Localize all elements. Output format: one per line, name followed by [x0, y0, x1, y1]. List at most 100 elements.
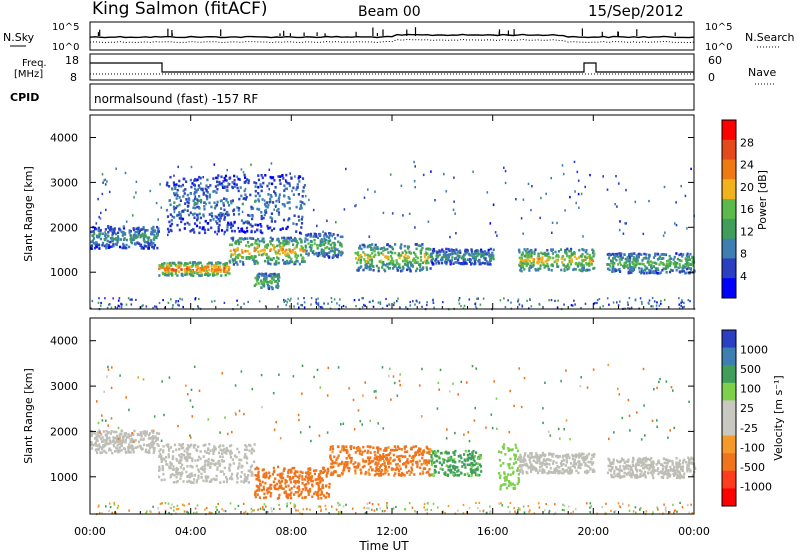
noise-cell — [104, 297, 106, 300]
echo-cell — [208, 452, 211, 455]
echo-cell — [566, 263, 570, 266]
sparse-cell — [132, 214, 134, 217]
echo-cell — [665, 267, 668, 271]
sparse-cell — [143, 228, 145, 231]
echo-cell — [324, 246, 327, 250]
noise-cell — [377, 301, 380, 304]
echo-cell — [629, 472, 633, 476]
echo-cell — [124, 432, 128, 435]
echo-cell — [502, 462, 505, 465]
noise-cell — [680, 304, 682, 307]
echo-cell — [632, 262, 635, 266]
echo-cell — [289, 236, 292, 240]
echo-cell — [332, 465, 335, 469]
echo-cell — [687, 255, 690, 259]
echo-cell — [651, 469, 654, 472]
echo-cell — [547, 470, 551, 473]
noise-cell — [297, 297, 300, 300]
echo-cell — [313, 238, 316, 242]
colorbar-tick-label: 8 — [740, 248, 747, 261]
echo-cell — [304, 237, 307, 240]
echo-cell — [319, 488, 322, 491]
echo-cell — [111, 451, 114, 455]
sparse-cell — [270, 162, 273, 165]
echo-cell — [423, 260, 427, 263]
echo-cell — [606, 263, 609, 266]
echo-cell — [192, 206, 195, 209]
echo-cell — [261, 198, 264, 201]
echo-cell — [198, 470, 201, 473]
echo-cell — [335, 461, 338, 465]
noise-cell — [108, 303, 110, 306]
echo-cell — [678, 253, 681, 257]
echo-cell — [289, 493, 292, 497]
echo-cell — [218, 180, 221, 184]
echo-cell — [90, 447, 93, 450]
echo-cell — [245, 244, 248, 247]
echo-cell — [426, 257, 429, 261]
echo-cell — [250, 464, 254, 467]
echo-cell — [216, 268, 219, 272]
echo-cell — [253, 460, 256, 464]
echo-cell — [618, 472, 621, 476]
echo-cell — [280, 477, 283, 480]
echo-cell — [137, 227, 140, 230]
echo-cell — [266, 491, 269, 495]
echo-cell — [685, 267, 689, 271]
echo-cell — [175, 470, 178, 474]
echo-cell — [266, 224, 269, 228]
echo-cell — [555, 461, 558, 465]
noise-cell — [554, 299, 556, 302]
echo-cell — [247, 473, 250, 477]
echo-cell — [536, 461, 539, 465]
echo-cell — [329, 473, 333, 476]
echo-cell — [256, 223, 259, 227]
echo-cell — [274, 250, 277, 254]
echo-cell — [294, 261, 297, 264]
echo-cell — [466, 472, 469, 476]
nave-label: Nave — [748, 66, 776, 79]
echo-cell — [462, 256, 465, 259]
echo-cell — [659, 255, 662, 259]
echo-cell — [582, 458, 585, 461]
echo-cell — [256, 274, 259, 277]
echo-cell — [301, 201, 304, 204]
echo-cell — [228, 272, 231, 275]
sparse-cell — [355, 204, 357, 207]
echo-cell — [272, 176, 275, 179]
echo-cell — [362, 268, 365, 272]
echo-cell — [222, 263, 225, 266]
echo-cell — [210, 205, 213, 209]
echo-cell — [176, 459, 179, 462]
echo-cell — [250, 205, 253, 209]
echo-cell — [387, 257, 390, 261]
echo-cell — [489, 247, 492, 251]
echo-cell — [498, 476, 502, 480]
echo-cell — [344, 448, 347, 452]
echo-cell — [226, 185, 229, 188]
echo-cell — [237, 189, 240, 193]
echo-cell — [215, 176, 218, 180]
echo-cell — [504, 479, 507, 482]
echo-cell — [502, 483, 505, 486]
echo-cell — [403, 445, 406, 448]
echo-cell — [467, 449, 470, 453]
echo-cell — [379, 458, 382, 462]
echo-cell — [642, 472, 645, 476]
echo-cell — [356, 449, 359, 452]
echo-cell — [586, 263, 589, 266]
echo-cell — [133, 237, 136, 240]
echo-cell — [579, 466, 582, 470]
echo-cell — [103, 450, 106, 453]
echo-cell — [321, 477, 324, 480]
echo-cell — [302, 249, 305, 253]
echo-cell — [402, 473, 405, 476]
echo-cell — [531, 265, 534, 268]
echo-cell — [220, 459, 224, 462]
echo-cell — [375, 264, 378, 268]
echo-cell — [253, 259, 256, 263]
echo-cell — [534, 248, 537, 251]
echo-cell — [420, 452, 423, 455]
sparse-cell — [289, 172, 291, 175]
echo-cell — [690, 263, 693, 266]
